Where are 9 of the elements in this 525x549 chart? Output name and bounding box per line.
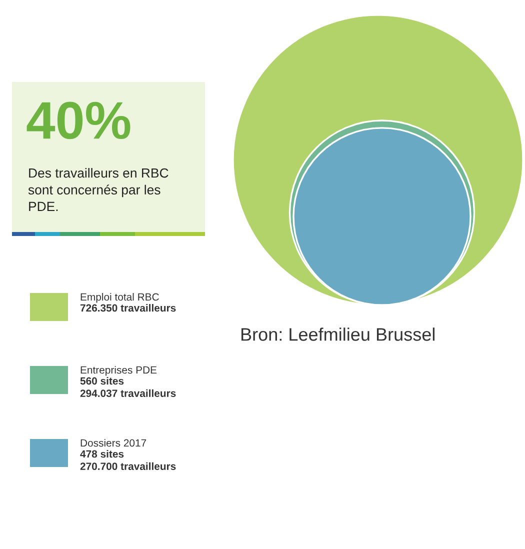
category-label: Emploi total RBC (80, 293, 159, 303)
text: Des travailleurs en RBC sont concernés par les PDE. (28, 168, 168, 211)
data-label: 478 sites 270.700 travailleurs (80, 450, 176, 470)
category-label: Dossiers 2017 (80, 439, 146, 447)
text: 40% (26, 102, 130, 140)
data-label: 726.350 travailleurs (80, 304, 176, 312)
category-label: Entreprises PDE (80, 366, 157, 376)
text: Bron: Leefmilieu Brussel (241, 328, 434, 341)
data-label: 560 sites 294.037 travailleurs (80, 377, 176, 398)
